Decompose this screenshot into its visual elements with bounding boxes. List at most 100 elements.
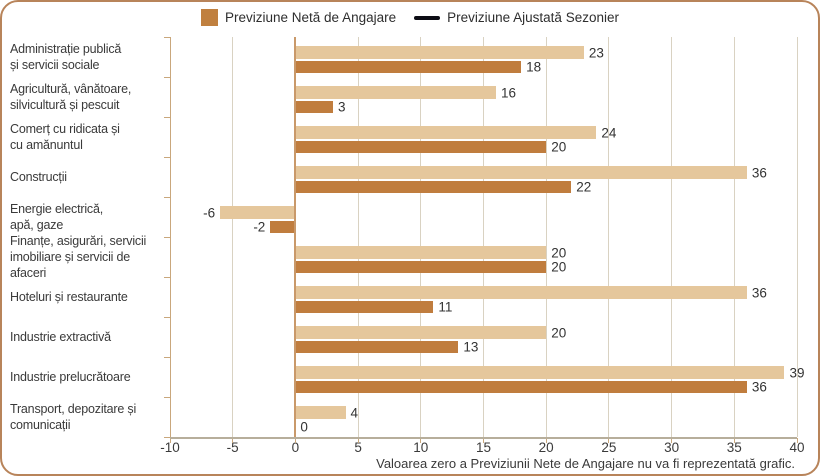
bar-net: [296, 86, 497, 99]
gridline: [357, 37, 359, 437]
x-axis-tick: [545, 438, 547, 443]
value-label-net: 36: [751, 285, 767, 300]
category-label: Comerț cu ridicata și cu amănuntul: [10, 122, 120, 152]
y-axis-tick: [164, 356, 170, 358]
category-label: Industrie extractivă: [10, 330, 111, 344]
value-label-adjusted: 36: [751, 379, 767, 395]
gridline: [608, 37, 610, 437]
value-label-adjusted: -2: [253, 219, 266, 235]
bar-adjusted: [296, 381, 747, 393]
value-label-adjusted: 18: [526, 59, 542, 75]
x-axis-tick: [232, 438, 234, 443]
gridline: [232, 37, 234, 437]
value-label-adjusted: 22: [576, 179, 592, 195]
bar-adjusted: [296, 181, 572, 193]
plot-area: 23 18 16 3 24 20 36 22 -6 -2 20 20 36 11 20 13 39 36 4 0: [164, 36, 804, 443]
bar-net: [220, 206, 295, 219]
category-label: Industrie prelucrătoare: [10, 370, 131, 384]
x-tick-label: -5: [226, 440, 239, 455]
bar-net: [296, 126, 597, 139]
bar-adjusted: [296, 101, 333, 113]
x-tick-label: 20: [538, 440, 554, 455]
x-axis-tick: [357, 438, 359, 443]
bar-net: [296, 46, 584, 59]
x-tick-label: 40: [789, 440, 805, 455]
value-label-adjusted: 0: [300, 419, 308, 435]
legend-net-label: Previziune Netă de Angajare: [225, 10, 397, 25]
x-tick-label: 15: [475, 440, 492, 455]
x-axis-line: [170, 437, 797, 439]
bar-adjusted: [296, 261, 547, 273]
bar-net: [296, 406, 346, 419]
gridline: [733, 37, 735, 437]
y-axis-tick: [164, 436, 170, 438]
adjusted-series-line-icon: [414, 15, 441, 20]
y-axis-tick: [164, 156, 170, 158]
bar-net: [296, 326, 547, 339]
gridline: [545, 37, 547, 437]
x-axis-tick: [169, 438, 171, 443]
x-tick-label: 10: [413, 440, 429, 455]
value-label-net: 24: [601, 125, 617, 140]
value-label-net: 20: [551, 245, 567, 260]
bar-adjusted: [296, 141, 547, 153]
value-label-adjusted: 11: [438, 299, 453, 315]
x-axis-tick: [671, 438, 673, 443]
value-label-net: 20: [551, 325, 567, 340]
gridline: [420, 37, 422, 437]
x-axis-tick: [483, 438, 484, 443]
zero-gridline: [294, 37, 297, 437]
legend-adjusted-label: Previziune Ajustată Sezonier: [447, 10, 619, 25]
y-axis-tick: [164, 196, 170, 198]
legend-item-adjusted: Previziune Ajustată Sezonier: [414, 10, 619, 25]
category-label: Administrație publică și servicii social…: [10, 42, 122, 72]
value-label-net: 4: [350, 405, 359, 420]
x-tick-label: 25: [601, 440, 617, 455]
value-label-net: 23: [588, 45, 604, 60]
y-axis-tick: [164, 76, 170, 78]
gridline: [671, 37, 673, 437]
value-label-net: -6: [203, 205, 216, 220]
value-label-net: 39: [789, 365, 805, 380]
bar-adjusted: [296, 301, 434, 313]
bar-net: [296, 366, 785, 379]
gridline: [796, 37, 798, 437]
y-axis-tick: [164, 36, 170, 38]
x-axis-tick: [294, 438, 296, 443]
category-label: Energie electrică, apă, gaze: [10, 202, 103, 232]
category-label: Agricultură, vânătoare, silvicultură și …: [10, 82, 132, 112]
y-axis-tick: [164, 396, 170, 398]
value-label-adjusted: 20: [551, 139, 567, 155]
y-axis-tick: [164, 276, 170, 278]
value-label-net: 16: [501, 85, 517, 100]
x-axis-tick: [420, 438, 422, 443]
value-label-adjusted: 13: [463, 339, 479, 355]
category-label: Finanțe, asigurări, servicii imobiliare …: [10, 234, 147, 280]
bar-net: [296, 246, 547, 259]
net-series-swatch-icon: [201, 9, 218, 26]
y-axis-tick: [164, 236, 170, 238]
bar-adjusted: [296, 61, 522, 73]
gridline: [483, 37, 484, 437]
bar-net: [296, 166, 747, 179]
bar-net: [296, 286, 747, 299]
x-tick-label: 5: [354, 440, 362, 455]
bar-adjusted: [270, 221, 295, 233]
chart-legend: Previziune Netă de Angajare Previziune A…: [2, 9, 818, 26]
footer-note: Valoarea zero a Previziunii Nete de Anga…: [376, 456, 795, 471]
bar-adjusted: [296, 341, 459, 353]
x-tick-label: -10: [160, 440, 180, 455]
x-axis-tick: [796, 438, 798, 443]
legend-item-net: Previziune Netă de Angajare: [201, 9, 396, 26]
x-axis-tick: [608, 438, 610, 443]
value-label-adjusted: 3: [338, 99, 346, 115]
category-label: Construcții: [10, 170, 67, 184]
value-label-net: 36: [751, 165, 767, 180]
x-tick-label: 30: [664, 440, 680, 455]
x-axis-tick: [733, 438, 735, 443]
category-label: Transport, depozitare și comunicații: [10, 402, 137, 432]
y-axis-line: [169, 37, 171, 437]
y-axis-tick: [164, 116, 170, 118]
